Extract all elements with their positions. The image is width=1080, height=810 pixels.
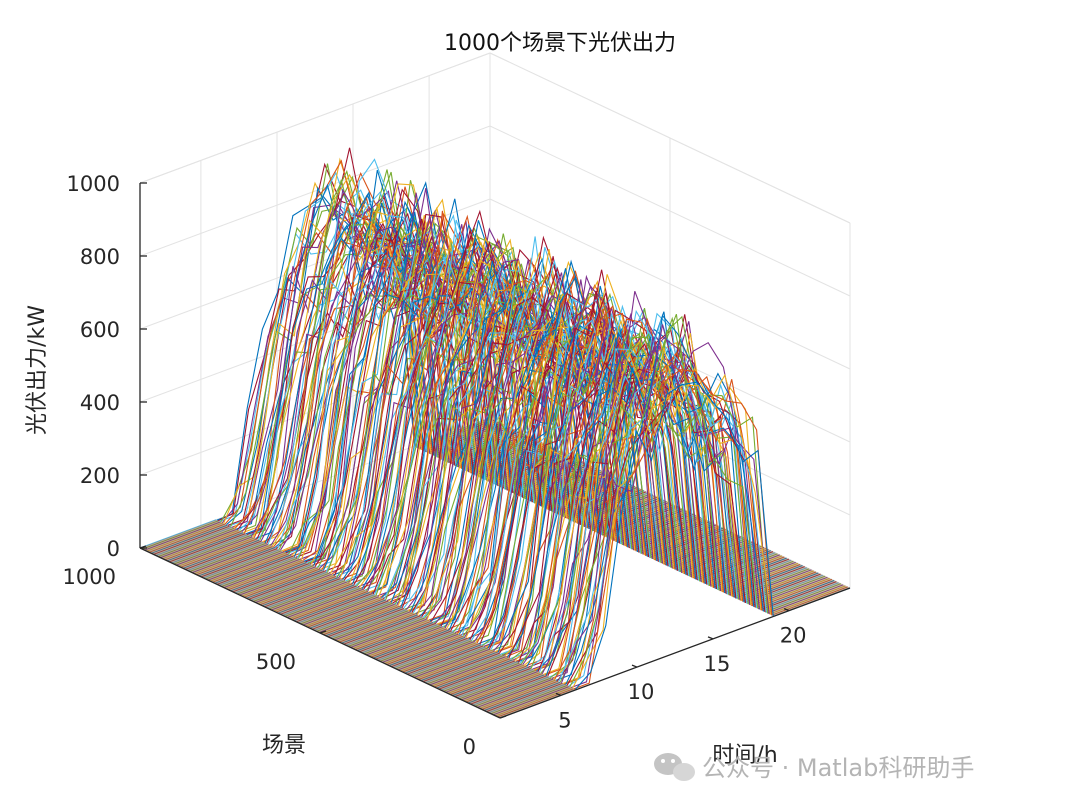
scenario-series-line [397,277,597,606]
scenario-series-line [253,172,453,538]
z-tick-label: 0 [107,537,120,561]
floor-line-evening [735,569,812,599]
scenario-series-line [450,266,650,631]
floor-line-evening [766,584,844,614]
x-tick-label: 15 [704,652,731,676]
floor-line-evening [753,577,830,608]
z-tick-label: 400 [80,391,120,415]
scenario-series-line [378,236,578,597]
y-tick-mark [499,715,507,719]
z-tick-label: 800 [80,245,120,269]
floor-line-evening [762,582,839,612]
scenario-series-line [547,314,747,677]
z-tick-label: 1000 [67,172,120,196]
z-tick-label: 600 [80,318,120,342]
scenario-series-line [414,263,614,615]
scenario-series-line [515,312,715,662]
floor-line-evening [769,585,846,615]
y-tick-label: 500 [256,650,296,674]
series-lines [216,147,774,690]
scenario-series-line [568,381,767,687]
x-tick-mark [707,636,714,640]
scenario-series-line [370,281,569,594]
x-tick-mark [783,607,790,612]
axes [139,182,851,719]
scenario-series-line [574,381,774,690]
scenario-series-line [571,324,770,689]
scenario-series-line [508,309,708,659]
x-tick-mark [555,692,562,697]
scenario-series-line [419,257,619,617]
scenario-series-line [267,158,467,545]
scenario-series-line [436,334,636,625]
wechat-icon [654,753,695,781]
z-gridline-back [139,125,491,257]
floor-line-evening [746,574,823,604]
scenario-series-line [305,230,504,563]
scenario-series-line [558,345,758,682]
floor-line-evening [742,572,819,602]
scenario-series-line [345,250,544,582]
scenario-series-line [291,183,490,556]
floor-line-evening [717,560,794,590]
floor-line-evening [719,561,796,592]
scenario-series-line [566,363,766,686]
chart-title: 1000个场景下光伏出力 [444,31,676,56]
y-tick-label: 1000 [63,565,116,589]
x-tick-mark [631,664,638,668]
z-axis-label: 光伏出力/kW [25,305,50,435]
floor-line-evening [764,583,842,613]
scenario-series-line [517,328,716,663]
floor-line-evening [760,581,837,611]
floor-line-morning [139,519,217,549]
z-tick-label: 200 [80,464,120,488]
x-tick-label: 10 [628,680,655,704]
scenario-series-line [572,347,772,689]
scenario-series-line [259,220,459,541]
floor-line-evening [771,586,848,616]
top-gridline [139,52,491,184]
x-axis-label: 时间/h [712,743,777,768]
y-tick-mark [319,630,327,634]
x-tick-label: 5 [558,708,571,732]
watermark-text: 公众号 · Matlab科研助手 [702,754,974,782]
floor-fill-morning [140,519,577,718]
scenario-series-line [256,224,456,540]
scenario-series-line [533,339,733,671]
z-gridline-back [139,198,491,330]
x-axis-line [499,587,851,719]
watermark: 公众号 · Matlab科研助手 [654,753,974,782]
y-tick-label: 0 [463,735,476,759]
floor-line-evening [744,573,821,603]
scenario-series-line [541,337,741,674]
scenario-series-line [382,240,582,599]
scenario-series-line [448,259,648,631]
scenario-series-line [540,336,740,674]
x-tick-label: 20 [780,624,807,648]
scenario-series-line [573,369,773,690]
scenario-series-line [552,333,752,680]
y-axis-label: 场景 [262,733,306,758]
scenario-series-line [559,315,759,683]
